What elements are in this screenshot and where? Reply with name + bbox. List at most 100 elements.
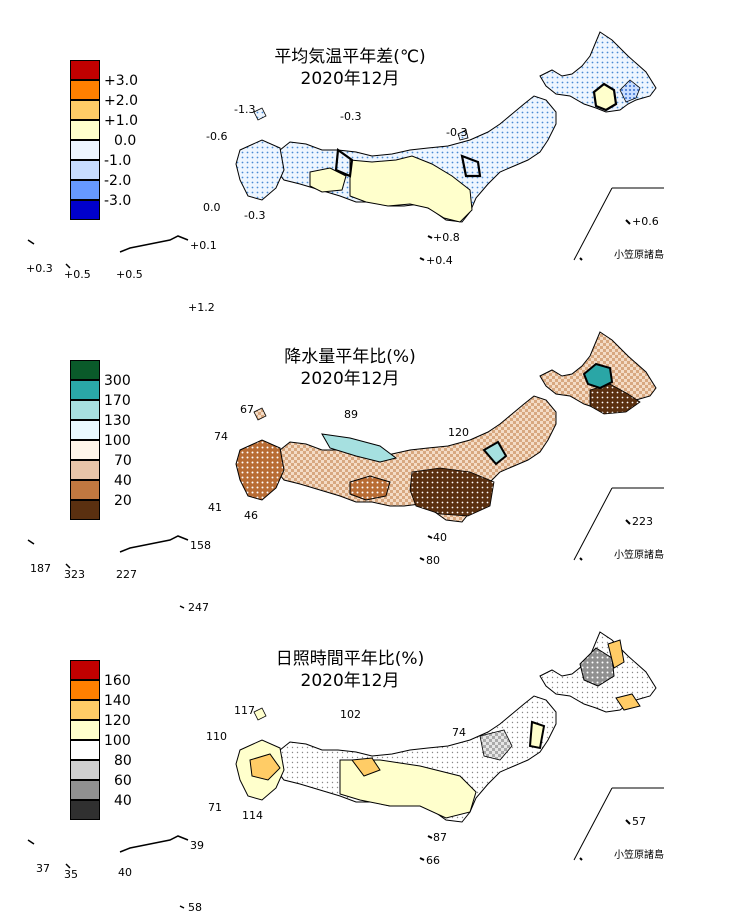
station-value: 223 xyxy=(632,515,653,528)
tohoku-cloudy xyxy=(479,729,513,761)
legend-label: 100 xyxy=(104,733,131,749)
hokkaido-sunny xyxy=(607,639,625,669)
legend-label: 60 xyxy=(114,773,132,789)
legend-label: 70 xyxy=(114,453,132,469)
panel-subtitle: 2020年12月 xyxy=(300,671,400,691)
station-value: 37 xyxy=(36,862,50,875)
izu-islands xyxy=(419,235,433,261)
station-value: 158 xyxy=(190,539,211,552)
legend-label: 120 xyxy=(104,713,131,729)
legend-swatch xyxy=(70,80,100,100)
legend-swatch xyxy=(70,380,100,400)
legend-label: 40 xyxy=(114,473,132,489)
ogasawara-frame xyxy=(573,187,664,261)
ryukyu-islands xyxy=(27,835,189,909)
hokkaido-cloudy xyxy=(579,647,615,687)
station-value: 80 xyxy=(426,554,440,567)
legend-label: -1.0 xyxy=(104,153,132,169)
station-value: +0.5 xyxy=(116,268,143,281)
tohoku-wet xyxy=(482,440,508,466)
station-value: 74 xyxy=(214,430,228,443)
legend-label: 140 xyxy=(104,693,131,709)
hokkaido-sunny-south xyxy=(615,693,641,711)
station-value: 110 xyxy=(206,730,227,743)
legend-swatch xyxy=(70,760,100,780)
legend-label: -3.0 xyxy=(104,193,132,209)
japan-map-sunshine xyxy=(27,631,664,909)
ogasawara-frame xyxy=(573,487,664,561)
legend-label: 160 xyxy=(104,673,131,689)
legend-swatch xyxy=(70,60,100,80)
kyushu-region xyxy=(235,439,285,501)
legend-swatch xyxy=(70,780,100,800)
panel-title: 平均気温平年差(℃) xyxy=(274,47,426,67)
kyushu-region xyxy=(235,139,285,201)
ryukyu-islands xyxy=(27,535,189,609)
legend: 160 140 120 100 80 60 40 xyxy=(70,660,132,820)
station-value: 89 xyxy=(344,408,358,421)
station-value: +1.2 xyxy=(188,301,215,314)
station-value: 0.0 xyxy=(203,201,221,214)
ogasawara-label: 小笠原諸島 xyxy=(614,850,664,861)
panel-subtitle: 2020年12月 xyxy=(300,369,400,389)
hokkaido-dry xyxy=(589,383,641,415)
sado-island xyxy=(457,129,469,141)
legend: 300 170 130 100 70 40 20 xyxy=(70,360,132,520)
legend-swatch xyxy=(70,480,100,500)
station-value: 120 xyxy=(448,426,469,439)
station-value: 67 xyxy=(240,403,254,416)
legend-swatch xyxy=(70,400,100,420)
legend-swatch xyxy=(70,440,100,460)
legend-label: 130 xyxy=(104,413,131,429)
legend-label: +1.0 xyxy=(104,113,138,129)
izu-islands xyxy=(419,535,433,561)
station-value: 46 xyxy=(244,509,258,522)
legend: +3.0 +2.0 +1.0 0.0 -1.0 -2.0 -3.0 xyxy=(70,60,138,220)
station-value: +0.6 xyxy=(632,215,659,228)
legend-swatch xyxy=(70,660,100,680)
station-value: 39 xyxy=(190,839,204,852)
legend-swatch xyxy=(70,420,100,440)
japan-map-precipitation xyxy=(27,331,664,609)
legend-label: 20 xyxy=(114,493,132,509)
station-value: +0.8 xyxy=(433,231,460,244)
hokkaido-wet xyxy=(582,362,614,390)
legend-label: 170 xyxy=(104,393,131,409)
tsushima-island xyxy=(253,707,267,721)
central-honshu-warm xyxy=(349,155,473,223)
kyushu-sunny xyxy=(249,753,281,781)
legend-swatch xyxy=(70,800,100,820)
hokkaido-cool-area xyxy=(619,79,641,103)
station-value: 58 xyxy=(188,901,202,914)
tsushima-island xyxy=(253,407,267,421)
legend-swatch xyxy=(70,720,100,740)
central-dry xyxy=(409,467,495,517)
legend-swatch xyxy=(70,700,100,720)
station-value: 40 xyxy=(433,531,447,544)
ogasawara-islands xyxy=(579,519,631,561)
station-value: 323 xyxy=(64,568,85,581)
station-value: 117 xyxy=(234,704,255,717)
sunshine-ratio-panel: 日照時間平年比(%) 2020年12月 160 140 120 100 80 6… xyxy=(0,610,750,914)
station-value: 187 xyxy=(30,562,51,575)
station-value: 57 xyxy=(632,815,646,828)
station-value: 247 xyxy=(188,601,209,614)
legend-label: 100 xyxy=(104,433,131,449)
izu-islands xyxy=(419,835,433,861)
station-value: -0.3 xyxy=(244,209,266,222)
station-value: 87 xyxy=(433,831,447,844)
legend-label: 40 xyxy=(114,793,132,809)
precipitation-ratio-panel: 降水量平年比(%) 2020年12月 300 170 130 100 70 40… xyxy=(0,310,750,614)
station-value: 66 xyxy=(426,854,440,867)
station-value: +0.3 xyxy=(26,262,53,275)
station-value: 102 xyxy=(340,708,361,721)
legend-swatch xyxy=(70,120,100,140)
panel-subtitle: 2020年12月 xyxy=(300,69,400,89)
legend-swatch xyxy=(70,680,100,700)
tohoku-contour xyxy=(460,154,482,178)
temperature-anomaly-panel: 平均気温平年差(℃) 2020年12月 +3.0 +2.0 +1.0 0.0 -… xyxy=(0,0,750,314)
honshu-region xyxy=(275,395,557,523)
station-value: -0.6 xyxy=(206,130,228,143)
station-value: 35 xyxy=(64,868,78,881)
station-value: +0.1 xyxy=(190,239,217,252)
